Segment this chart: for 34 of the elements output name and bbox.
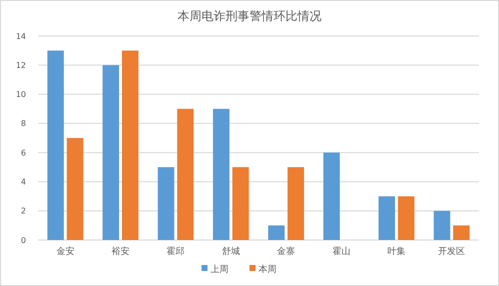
y-tick-label: 12 (16, 60, 26, 70)
bar (47, 50, 64, 240)
bar (232, 167, 249, 240)
bar (434, 210, 450, 240)
x-tick-label: 舒城 (222, 246, 240, 257)
x-tick-label: 叶集 (387, 246, 406, 257)
y-tick-label: 14 (16, 32, 26, 41)
bar (323, 152, 340, 240)
y-tick-label: 10 (16, 90, 26, 100)
legend-label: 上周 (210, 264, 228, 275)
x-tick-label: 裕安 (112, 246, 130, 257)
y-tick-label: 4 (20, 178, 26, 187)
bar (453, 225, 470, 240)
bar (102, 65, 120, 240)
x-tick-label: 霍邱 (166, 246, 185, 257)
bar (158, 167, 174, 240)
x-tick-label: 霍山 (332, 246, 350, 257)
y-tick-label: 2 (20, 206, 26, 216)
x-tick-label: 金安 (56, 246, 74, 257)
x-tick-label: 金寨 (277, 246, 296, 257)
bar (212, 108, 230, 240)
bar (177, 108, 194, 240)
chart-title: 本周电诈刑事警情环比情况 (178, 9, 322, 23)
bar (268, 225, 285, 240)
bar (398, 196, 414, 240)
legend-label: 本周 (258, 264, 276, 275)
bar (288, 167, 304, 240)
y-tick-label: 8 (20, 119, 26, 128)
bar (66, 138, 84, 240)
y-tick-label: 0 (20, 236, 26, 245)
bar (122, 50, 138, 240)
y-tick-label: 6 (20, 148, 26, 158)
bar (378, 196, 396, 240)
x-tick-label: 开发区 (438, 246, 466, 257)
